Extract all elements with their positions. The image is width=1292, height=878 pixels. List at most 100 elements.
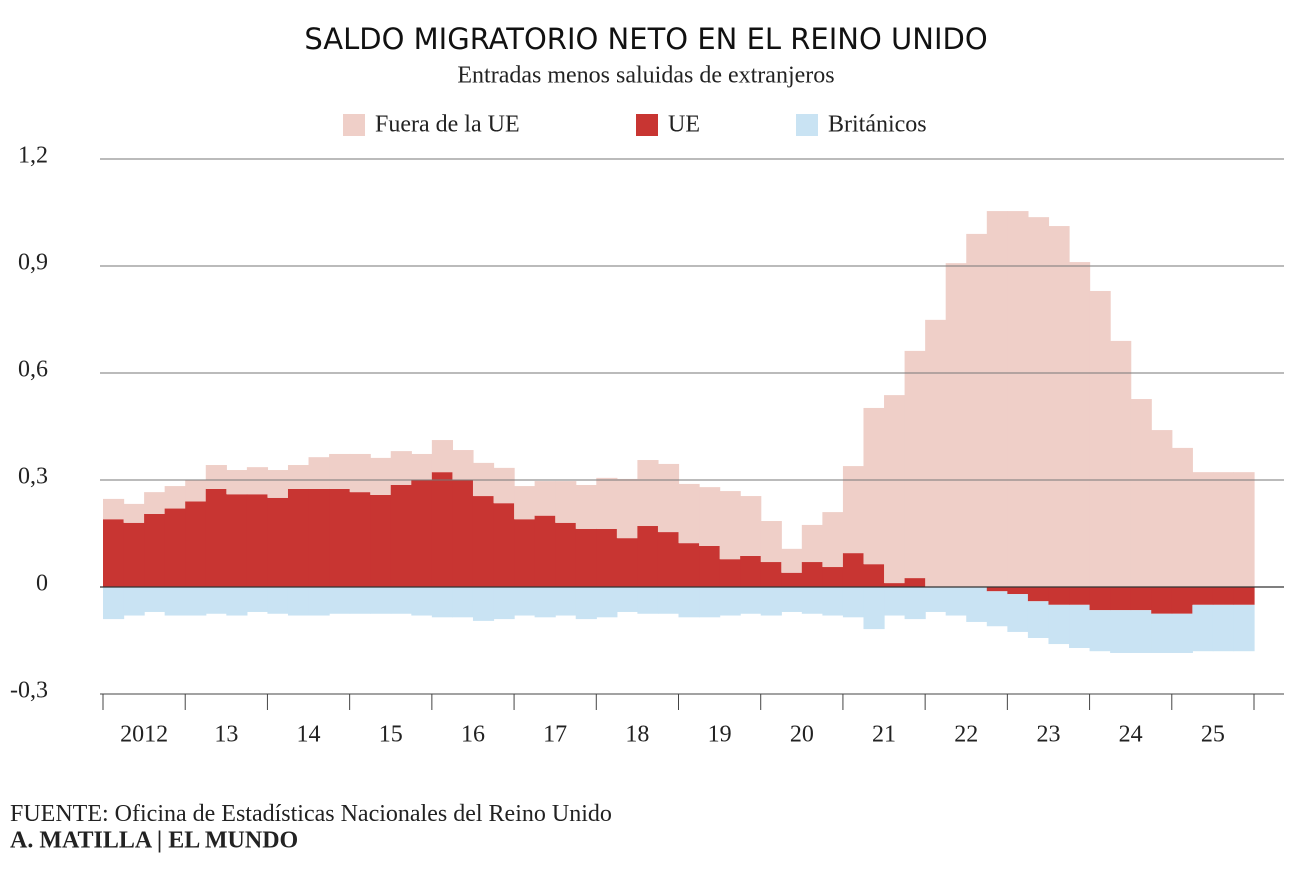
area-step <box>719 559 741 587</box>
area-step <box>1130 399 1152 587</box>
area-step <box>781 587 803 612</box>
area-step <box>822 512 844 568</box>
area-step <box>205 488 227 587</box>
chart-subtitle: Entradas menos saluidas de extranjeros <box>457 63 834 89</box>
area-step <box>185 501 207 587</box>
area-step <box>1069 587 1091 605</box>
area-step <box>267 587 289 614</box>
area-step <box>308 488 330 587</box>
legend-label: UE <box>668 112 700 138</box>
area-step <box>534 481 556 516</box>
area-step <box>514 519 536 587</box>
area-step <box>1069 262 1091 587</box>
area-step <box>144 492 166 514</box>
area-step <box>678 543 700 587</box>
area-step <box>1192 472 1214 587</box>
area-step <box>801 562 823 587</box>
x-tick-label: 14 <box>297 722 321 748</box>
area-step <box>555 587 577 616</box>
source-text: Oficina de Estadísticas Nacionales del R… <box>115 801 612 827</box>
area-step <box>699 487 721 546</box>
area-step <box>1007 211 1029 587</box>
area-step <box>390 587 412 614</box>
area-step <box>1233 587 1255 605</box>
area-step <box>575 528 597 587</box>
area-step <box>657 463 680 533</box>
area-step <box>472 462 495 497</box>
x-tick-label: 19 <box>708 722 732 748</box>
area-step <box>411 587 433 616</box>
area-step <box>1110 587 1132 611</box>
area-step <box>863 564 885 587</box>
area-step <box>925 587 947 612</box>
legend-swatch <box>343 114 365 136</box>
area-step <box>925 319 947 587</box>
area-step <box>822 567 844 587</box>
area-step <box>678 587 700 618</box>
y-tick-label: 0,3 <box>18 464 48 490</box>
area-step <box>1130 587 1152 611</box>
area-step <box>514 486 536 520</box>
area-step <box>740 496 762 556</box>
area-step <box>616 587 638 612</box>
area-step <box>863 587 885 630</box>
area-step <box>555 481 577 523</box>
x-tick-label: 23 <box>1036 722 1060 748</box>
area-step <box>452 587 474 618</box>
area-step <box>986 591 1008 627</box>
area-step <box>411 480 433 587</box>
area-step <box>616 538 638 587</box>
area-step <box>1027 217 1050 588</box>
chart-title: SALDO MIGRATORIO NETO EN EL REINO UNIDO <box>304 22 987 56</box>
x-tick-label: 20 <box>790 722 814 748</box>
area-step <box>349 492 371 587</box>
area-step <box>349 587 371 614</box>
area-step <box>1089 290 1111 587</box>
area-step <box>123 587 145 616</box>
area-step <box>884 587 906 616</box>
area-step <box>103 587 125 620</box>
area-step <box>452 480 474 587</box>
area-step <box>1048 226 1070 587</box>
area-step <box>657 587 680 614</box>
area-step <box>719 587 741 616</box>
area-step <box>760 521 782 563</box>
area-step <box>390 484 412 587</box>
x-tick-label: 13 <box>214 722 238 748</box>
area-step <box>1151 587 1173 614</box>
area-step <box>1192 604 1214 652</box>
x-tick-label: 22 <box>954 722 978 748</box>
x-tick-label: 24 <box>1119 722 1143 748</box>
area-step <box>493 467 515 504</box>
area-step <box>596 528 618 587</box>
area-step <box>781 572 803 587</box>
area-step <box>719 491 741 560</box>
x-tick-label: 21 <box>872 722 896 748</box>
area-step <box>842 587 865 618</box>
area-step <box>1110 610 1132 653</box>
area-step <box>822 587 844 616</box>
area-step <box>1171 447 1193 587</box>
area-step <box>390 451 412 485</box>
area-step <box>986 587 1008 592</box>
area-step <box>123 522 145 587</box>
area-step <box>164 508 186 587</box>
area-step <box>863 407 885 565</box>
area-step <box>1233 604 1255 652</box>
area-step <box>103 498 125 520</box>
area-step <box>596 587 618 618</box>
x-tick-label: 2012 <box>120 722 168 748</box>
area-step <box>884 583 906 587</box>
y-tick-label: -0,3 <box>10 678 48 704</box>
area-step <box>267 470 289 498</box>
area-step <box>370 457 392 495</box>
area-step <box>144 587 166 612</box>
area-step <box>370 494 392 587</box>
area-step <box>781 548 803 573</box>
area-step <box>801 524 823 563</box>
area-step <box>287 488 310 587</box>
area-step <box>945 263 967 587</box>
area-step <box>616 478 638 539</box>
area-step <box>1212 604 1235 652</box>
area-step <box>472 496 495 587</box>
